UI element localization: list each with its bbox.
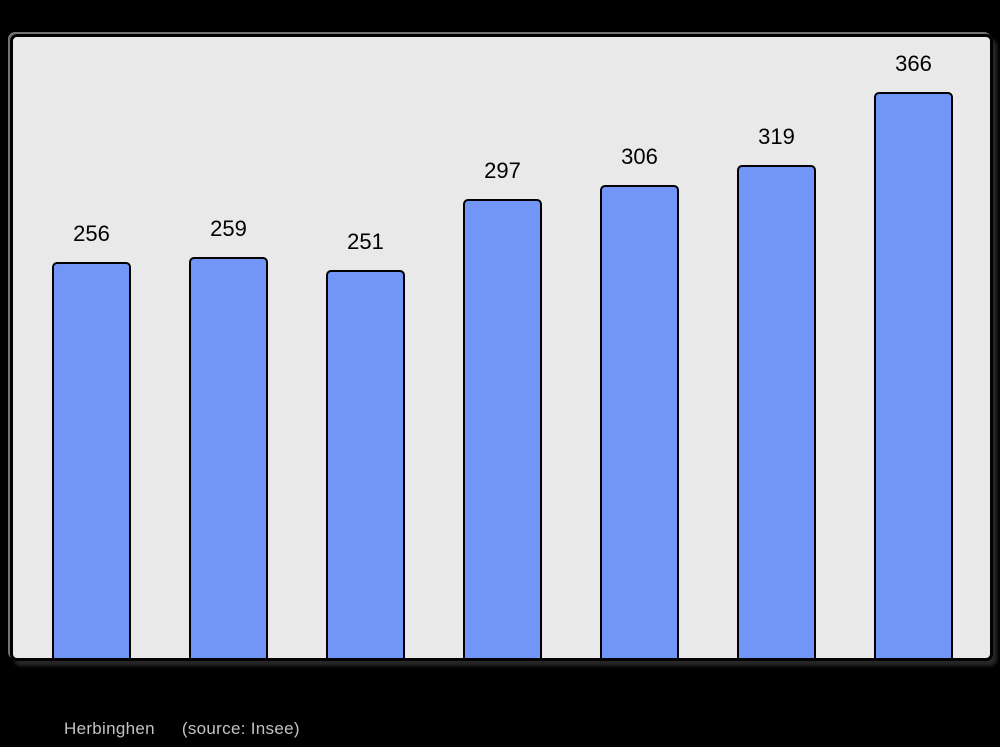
bar [737,165,816,658]
bar-value-label: 251 [347,229,384,254]
bar [463,199,542,658]
bar [189,257,268,658]
bar-value-label: 259 [210,216,247,241]
bar-value-label: 297 [484,158,521,183]
bar [326,270,405,658]
chart-plot-area: 256 259 251 297 306 319 366 [10,34,993,661]
caption-commune-name: Herbinghen [64,719,155,738]
bar [600,185,679,658]
bar-value-label: 366 [895,51,932,76]
bar [52,262,131,658]
bar-value-label: 319 [758,124,795,149]
chart-caption: Herbinghen (source: Insee) [64,719,300,739]
bar-plot: 256 259 251 297 306 319 366 [13,37,990,658]
bar [874,92,953,658]
bar-value-label: 306 [621,144,658,169]
caption-source: (source: Insee) [181,719,300,738]
bar-value-label: 256 [73,221,110,246]
